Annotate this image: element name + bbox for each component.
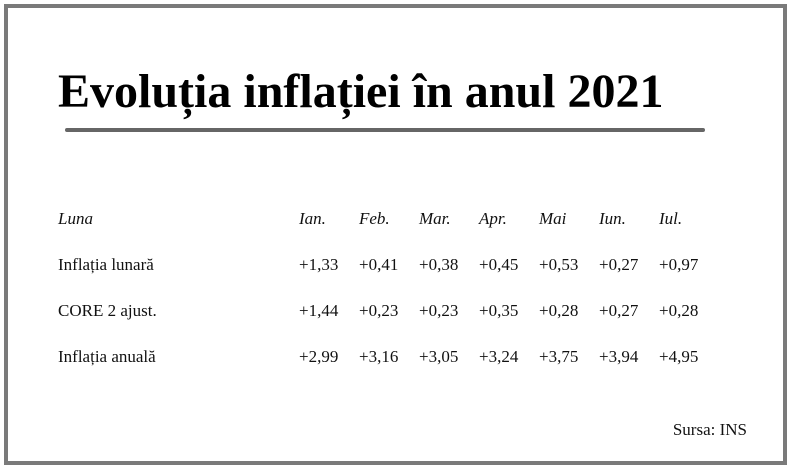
table-row-monthly-inflation: Inflația lunară +1,33 +0,41 +0,38 +0,45 …	[58, 242, 719, 288]
table-cell: +0,53	[539, 255, 579, 274]
table-cell: +0,28	[659, 301, 699, 320]
header-month-jul: Iul.	[659, 209, 683, 228]
header-month-feb: Feb.	[359, 209, 390, 228]
table-cell: +1,44	[299, 301, 339, 320]
table-cell: +0,45	[479, 255, 519, 274]
row-label: Inflația anuală	[58, 347, 156, 366]
title-underline	[65, 128, 705, 132]
row-label: CORE 2 ajust.	[58, 301, 157, 320]
table-cell: +0,41	[359, 255, 399, 274]
table-header-row: Luna Ian. Feb. Mar. Apr. Mai Iun. Iul.	[58, 196, 719, 242]
table-row-core2: CORE 2 ajust. +1,44 +0,23 +0,23 +0,35 +0…	[58, 288, 719, 334]
table-cell: +0,27	[599, 301, 639, 320]
header-month-apr: Apr.	[479, 209, 507, 228]
header-month-jan: Ian.	[299, 209, 326, 228]
table-cell: +3,05	[419, 347, 459, 366]
row-label: Inflația lunară	[58, 255, 154, 274]
source-note: Sursa: INS	[672, 420, 747, 439]
table-cell: +0,23	[419, 301, 459, 320]
table-cell: +1,33	[299, 255, 339, 274]
table-cell: +3,24	[479, 347, 519, 366]
header-month-may: Mai	[539, 209, 567, 228]
table-cell: +0,38	[419, 255, 459, 274]
table-cell: +0,27	[599, 255, 639, 274]
header-label-cell: Luna	[58, 209, 93, 228]
inflation-table: Luna Ian. Feb. Mar. Apr. Mai Iun. Iul. I…	[58, 196, 719, 380]
table-cell: +0,28	[539, 301, 579, 320]
table-cell: +3,75	[539, 347, 579, 366]
table-cell: +3,94	[599, 347, 639, 366]
document-frame: Evoluția inflației în anul 2021 Luna Ian…	[4, 4, 787, 465]
table-cell: +0,23	[359, 301, 399, 320]
table-cell: +4,95	[659, 347, 699, 366]
table-cell: +0,35	[479, 301, 519, 320]
table-cell: +3,16	[359, 347, 399, 366]
table-cell: +2,99	[299, 347, 339, 366]
table-row-annual-inflation: Inflația anuală +2,99 +3,16 +3,05 +3,24 …	[58, 334, 719, 380]
header-month-jun: Iun.	[599, 209, 626, 228]
page-title: Evoluția inflației în anul 2021	[58, 65, 664, 118]
table-cell: +0,97	[659, 255, 699, 274]
header-month-mar: Mar.	[419, 209, 451, 228]
